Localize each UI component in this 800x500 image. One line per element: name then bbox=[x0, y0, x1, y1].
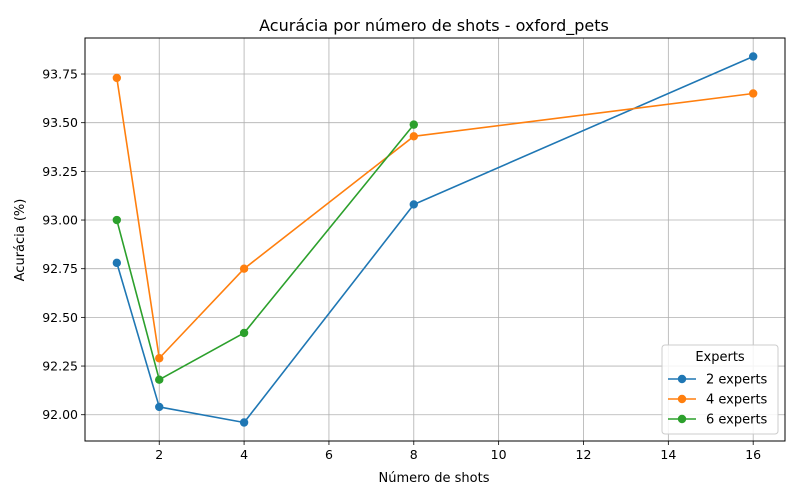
y-tick-label: 93.00 bbox=[42, 213, 78, 228]
x-tick-label: 4 bbox=[240, 447, 248, 462]
series-1 bbox=[112, 52, 758, 427]
data-point bbox=[112, 73, 122, 83]
series-line bbox=[116, 55, 754, 424]
x-tick-label: 8 bbox=[410, 447, 418, 462]
data-point bbox=[409, 200, 418, 209]
data-point bbox=[239, 418, 249, 427]
data-point bbox=[112, 215, 122, 225]
y-axis-ticks: 92.00 92.25 92.50 92.75 93.00 93.25 93.50 93.75 bbox=[42, 67, 85, 422]
x-axis-ticks: 2 4 6 8 10 12 14 16 bbox=[155, 441, 761, 462]
legend-swatch-marker bbox=[677, 394, 687, 404]
series-3 bbox=[112, 120, 418, 384]
legend-item: 4 experts bbox=[668, 393, 768, 408]
series-group bbox=[112, 52, 758, 427]
legend-frame bbox=[661, 344, 779, 435]
data-point bbox=[409, 132, 418, 141]
data-point bbox=[239, 264, 249, 273]
y-axis-label: Acurácia (%) bbox=[13, 199, 28, 282]
y-tick-label: 92.00 bbox=[42, 407, 78, 422]
chart-title: Acurácia por número de shots - oxford_pe… bbox=[259, 16, 609, 36]
series-line bbox=[116, 124, 415, 381]
data-point bbox=[239, 328, 249, 338]
data-point bbox=[155, 354, 164, 363]
y-tick-label: 93.50 bbox=[42, 115, 78, 130]
data-point bbox=[748, 52, 758, 61]
legend-label: 2 experts bbox=[706, 373, 768, 388]
x-tick-label: 14 bbox=[660, 447, 676, 462]
x-tick-label: 10 bbox=[491, 447, 507, 462]
data-point bbox=[155, 375, 164, 384]
y-tick-label: 93.75 bbox=[42, 67, 78, 82]
y-tick-label: 92.75 bbox=[42, 261, 78, 276]
y-tick-label: 92.25 bbox=[42, 359, 78, 374]
legend-swatch-marker bbox=[677, 374, 687, 384]
legend-label: 4 experts bbox=[706, 393, 768, 408]
x-tick-label: 12 bbox=[576, 447, 592, 462]
legend-label: 6 experts bbox=[706, 413, 768, 428]
legend-items: 2 experts 4 experts 6 experts bbox=[668, 373, 768, 428]
series-2 bbox=[112, 73, 758, 363]
plot-area-frame bbox=[84, 37, 786, 442]
x-axis-label: Número de shots bbox=[379, 471, 490, 486]
y-tick-label: 93.25 bbox=[42, 164, 78, 179]
data-point bbox=[748, 89, 758, 98]
x-tick-label: 16 bbox=[745, 447, 761, 462]
data-point bbox=[155, 402, 164, 412]
legend: Experts 2 experts 4 experts 6 experts bbox=[661, 344, 779, 435]
legend-item: 2 experts bbox=[668, 373, 768, 388]
x-tick-label: 2 bbox=[155, 447, 163, 462]
series-line bbox=[116, 77, 754, 360]
data-point bbox=[409, 120, 418, 129]
x-tick-label: 6 bbox=[325, 447, 333, 462]
legend-title: Experts bbox=[695, 350, 745, 365]
y-tick-label: 92.50 bbox=[42, 310, 78, 325]
legend-item: 6 experts bbox=[668, 413, 768, 428]
legend-swatch-marker bbox=[677, 414, 687, 424]
data-point bbox=[112, 258, 122, 268]
